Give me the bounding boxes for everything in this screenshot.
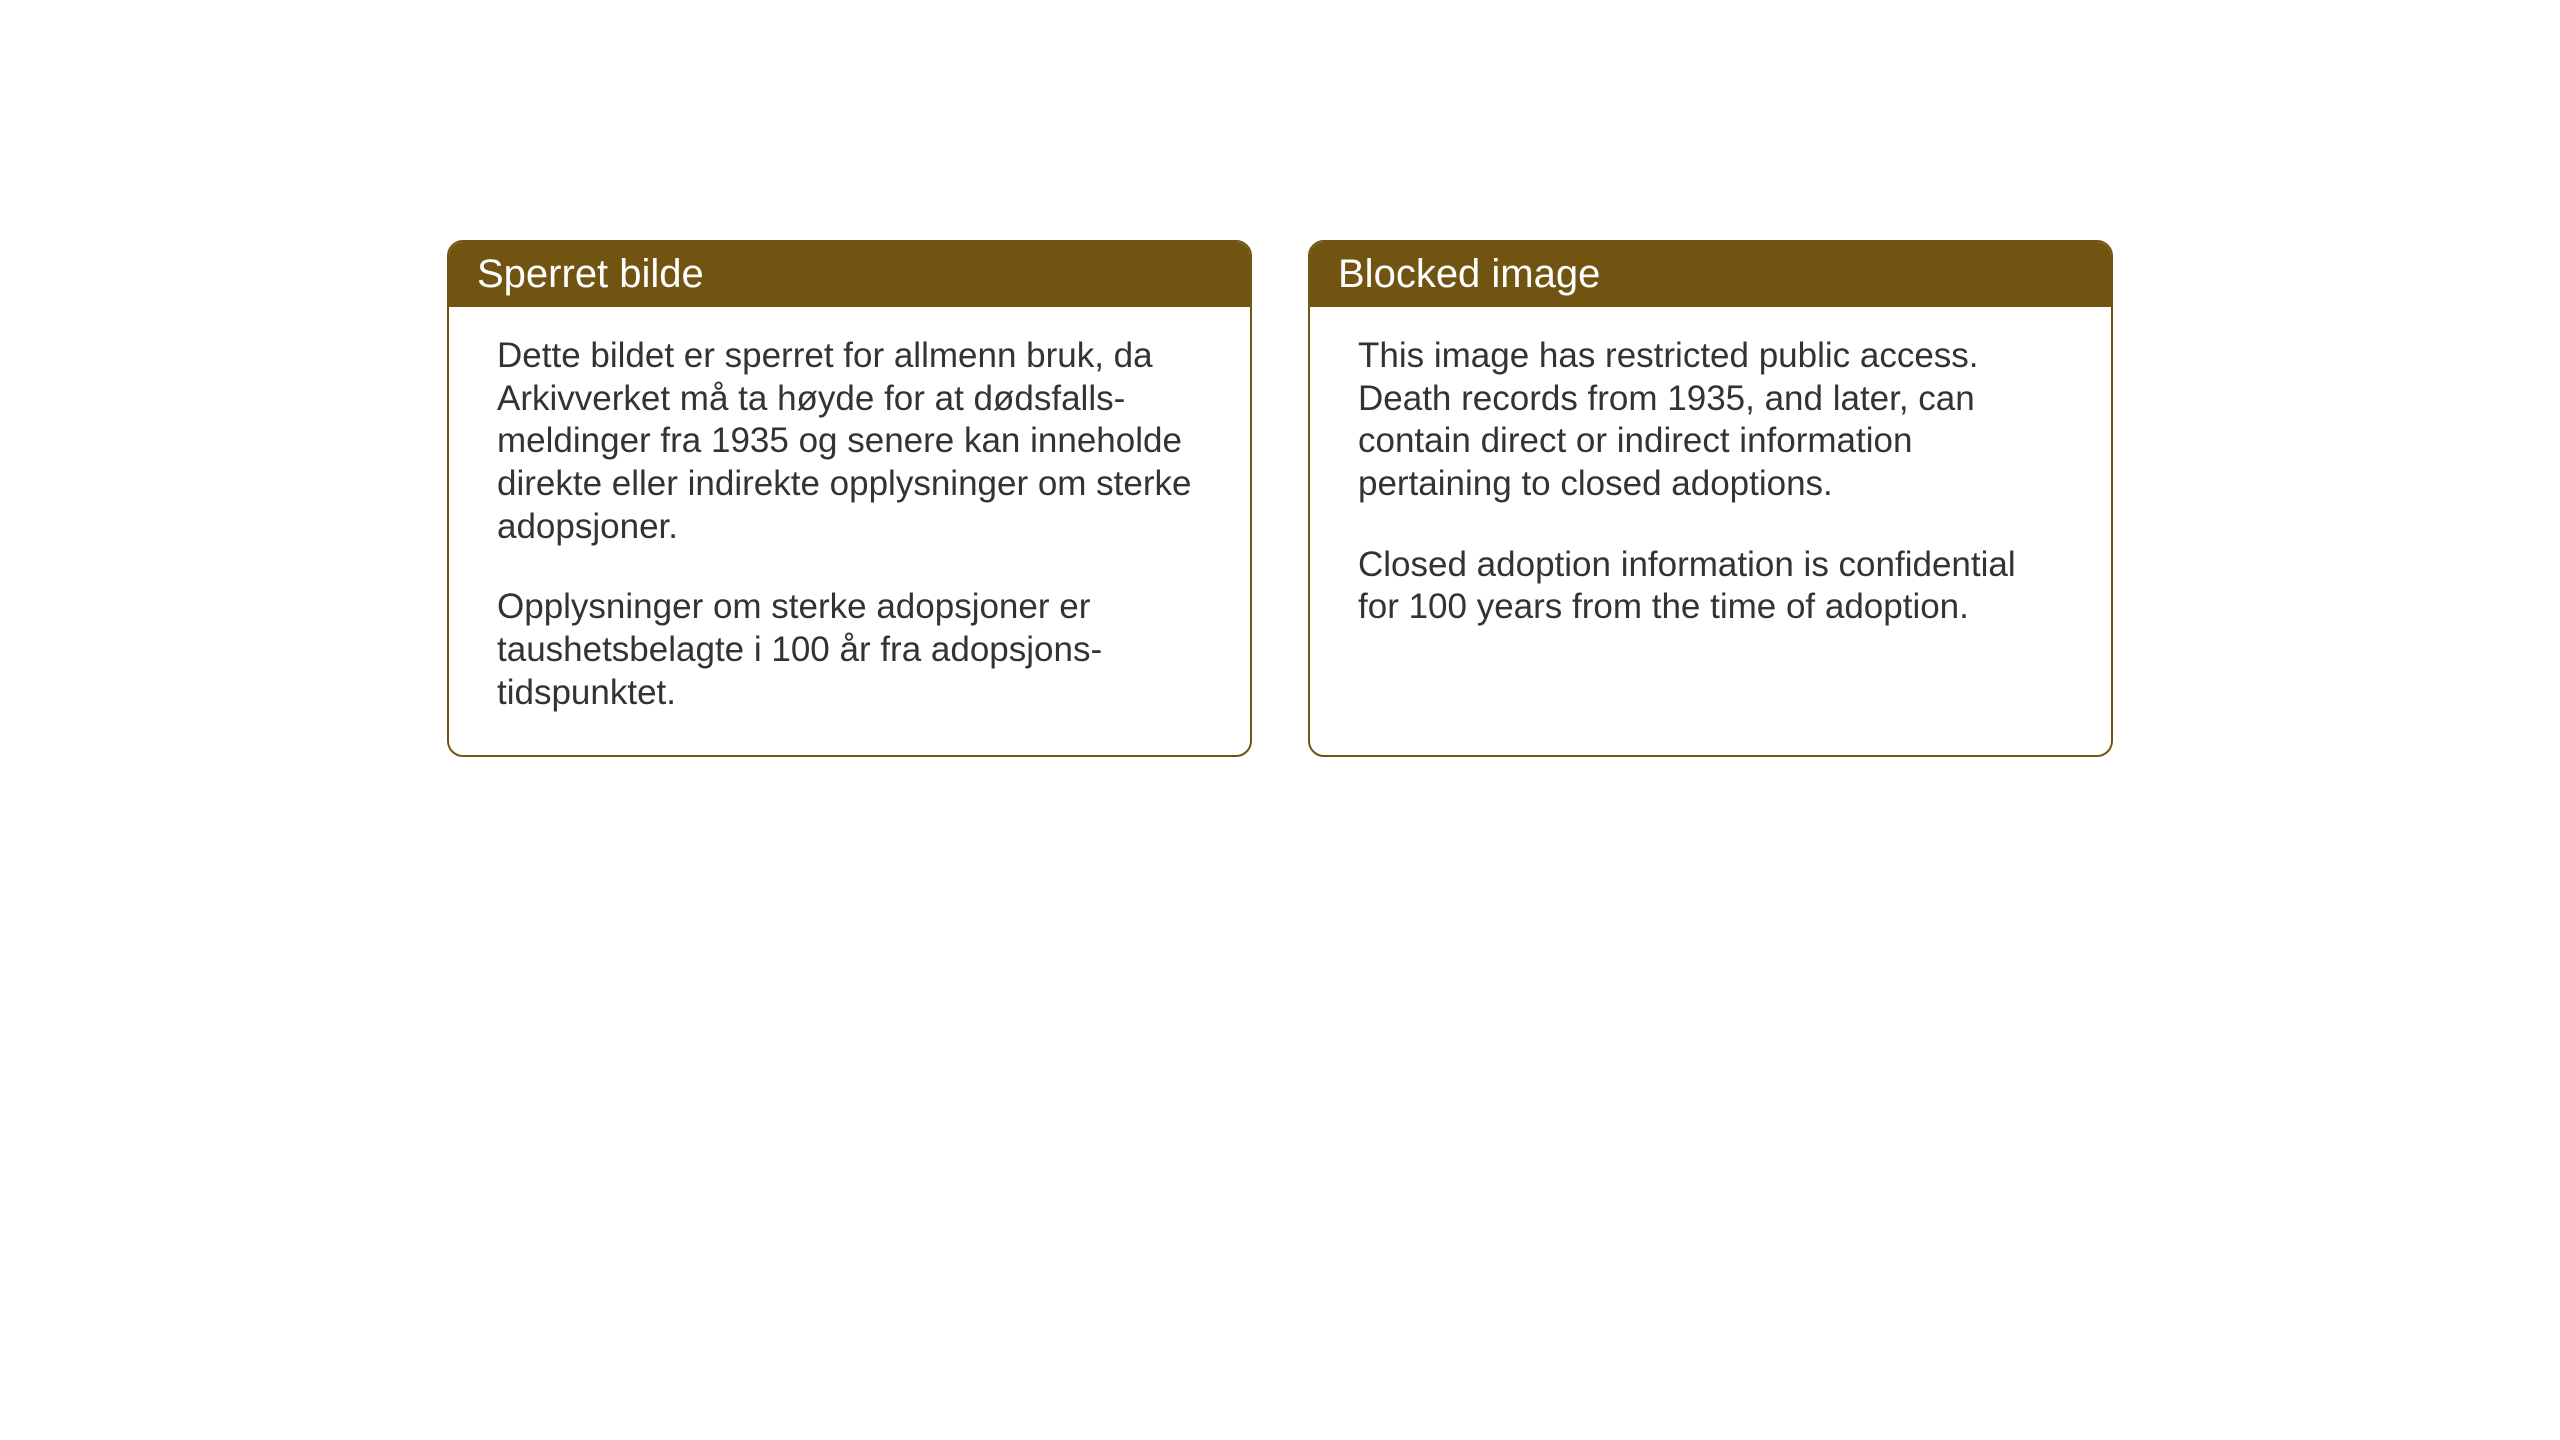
notice-paragraph: Dette bildet er sperret for allmenn bruk… (497, 335, 1202, 548)
card-header-english: Blocked image (1310, 242, 2111, 307)
card-body-norwegian: Dette bildet er sperret for allmenn bruk… (449, 307, 1250, 755)
card-body-english: This image has restricted public access.… (1310, 307, 2111, 669)
notice-card-norwegian: Sperret bilde Dette bildet er sperret fo… (447, 240, 1252, 757)
notice-paragraph: Closed adoption information is confident… (1358, 544, 2063, 629)
card-header-norwegian: Sperret bilde (449, 242, 1250, 307)
notice-card-english: Blocked image This image has restricted … (1308, 240, 2113, 757)
notice-cards-container: Sperret bilde Dette bildet er sperret fo… (447, 240, 2113, 757)
notice-paragraph: Opplysninger om sterke adopsjoner er tau… (497, 586, 1202, 714)
notice-paragraph: This image has restricted public access.… (1358, 335, 2063, 506)
